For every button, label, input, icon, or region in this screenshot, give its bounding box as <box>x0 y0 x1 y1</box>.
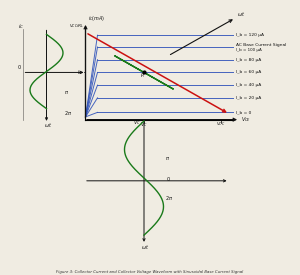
Text: $V_C$: $V_C$ <box>140 120 148 129</box>
Text: $\pi$: $\pi$ <box>64 89 70 96</box>
Text: $i_C(mA)$: $i_C(mA)$ <box>88 14 105 23</box>
Text: Figure 3: Collector Current and Collector Voltage Waveform with Sinusoidal Base : Figure 3: Collector Current and Collecto… <box>56 270 244 274</box>
Text: I_b = 20 μA: I_b = 20 μA <box>236 96 261 100</box>
Text: I_b = 100 μA: I_b = 100 μA <box>236 48 261 52</box>
Text: AC Base Current Signal: AC Base Current Signal <box>236 43 286 47</box>
Text: $V_{CC}/R_L$: $V_{CC}/R_L$ <box>69 23 84 30</box>
Text: $I_C$: $I_C$ <box>77 68 83 77</box>
Text: I_b = 80 μA: I_b = 80 μA <box>236 58 261 62</box>
Text: $V_{CC}$: $V_{CC}$ <box>216 121 225 128</box>
Text: 0: 0 <box>18 65 21 70</box>
Text: $2\pi$: $2\pi$ <box>165 194 173 202</box>
Text: 0: 0 <box>167 177 170 182</box>
Text: $V_C$: $V_C$ <box>133 119 140 128</box>
Text: I_b = 60 μA: I_b = 60 μA <box>236 70 261 75</box>
Text: $i_C$: $i_C$ <box>19 22 25 31</box>
Text: I_b = 0: I_b = 0 <box>236 110 251 114</box>
Text: $V_{CE}$: $V_{CE}$ <box>241 115 251 124</box>
Text: $2\pi$: $2\pi$ <box>64 109 73 117</box>
Text: I_b = 120 μA: I_b = 120 μA <box>236 33 263 37</box>
Text: $\omega t$: $\omega t$ <box>141 243 150 251</box>
Text: I_b = 40 μA: I_b = 40 μA <box>236 83 261 87</box>
Text: $\pi$: $\pi$ <box>165 155 170 162</box>
Text: $\omega t$: $\omega t$ <box>44 121 52 129</box>
Text: $\omega t$: $\omega t$ <box>237 10 245 18</box>
Text: $P_i$: $P_i$ <box>140 72 146 80</box>
